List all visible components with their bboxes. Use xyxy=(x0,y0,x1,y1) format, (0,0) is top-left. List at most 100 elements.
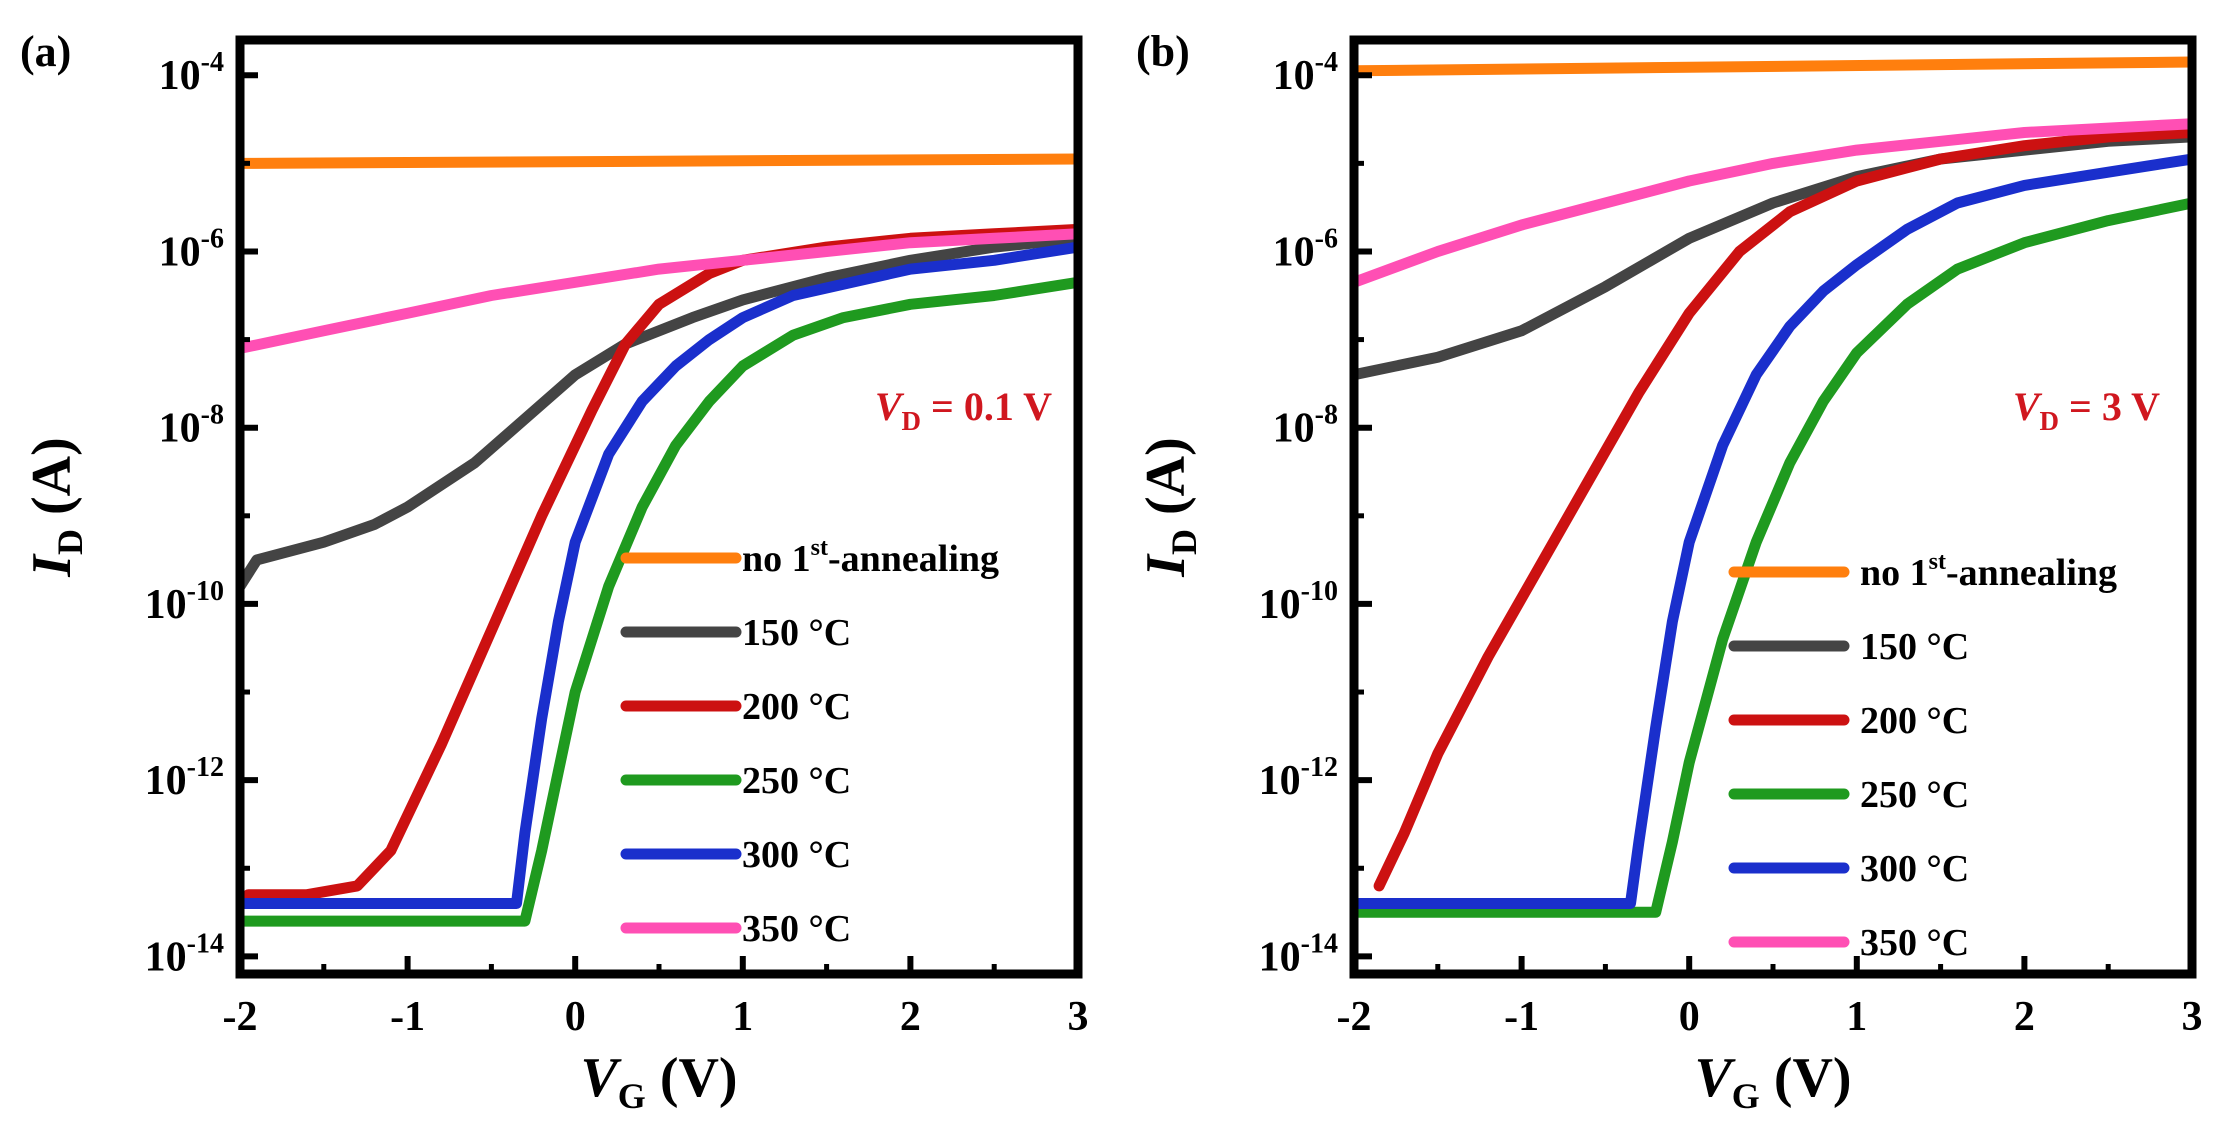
legend-sup: st xyxy=(1929,549,1946,575)
x-tick-label: -2 xyxy=(1337,994,1372,1040)
legend-label-5: 300 °C xyxy=(742,834,851,876)
y-tick-base: 10 xyxy=(1273,53,1315,99)
legend-label-3: 200 °C xyxy=(742,686,851,728)
y-tick-exponent: -14 xyxy=(1301,928,1338,959)
y-tick-exponent: -6 xyxy=(1315,223,1338,254)
annotation-var: V xyxy=(2013,384,2043,429)
legend-label-6: 350 °C xyxy=(742,908,851,950)
y-tick-exponent: -8 xyxy=(1315,400,1338,431)
y-axis-title: ID (A) xyxy=(21,437,90,578)
y-tick-label: 10-14 xyxy=(1259,928,1338,980)
legend-suffix: -annealing xyxy=(828,538,999,580)
x-tick-label: 1 xyxy=(1846,994,1867,1040)
y-tick-label: 10-10 xyxy=(145,576,224,628)
series-line-6 xyxy=(1354,118,2192,288)
legend-name: 350 °C xyxy=(742,908,851,950)
y-tick-label: 10-6 xyxy=(159,223,224,275)
legend-name: 300 °C xyxy=(1860,848,1969,890)
y-tick-base: 10 xyxy=(1259,758,1301,804)
legend-name: 350 °C xyxy=(1860,922,1969,964)
y-axis-sub: D xyxy=(50,529,90,555)
legend-name: 150 °C xyxy=(742,612,851,654)
legend: no 1st-annealing 150 °C 200 °C 250 °C 300 °C… xyxy=(1728,549,2117,964)
series-line-5 xyxy=(240,241,1078,909)
plot-frame xyxy=(235,35,1083,979)
legend-suffix: -annealing xyxy=(1946,552,2117,594)
annotation-vd: VD = 3 V xyxy=(2013,384,2160,436)
y-tick-base: 10 xyxy=(145,582,187,628)
y-tick-exponent: -14 xyxy=(187,928,224,959)
y-tick-base: 10 xyxy=(1259,582,1301,628)
series-line-4 xyxy=(1354,197,2192,918)
x-axis-unit: (V) xyxy=(646,1047,738,1109)
y-tick-base: 10 xyxy=(145,934,187,980)
legend-label-1: no 1st-annealing xyxy=(742,535,999,580)
legend-label-4: 250 °C xyxy=(742,760,851,802)
legend-label-2: 150 °C xyxy=(1860,626,1969,668)
y-tick-exponent: -8 xyxy=(201,400,224,431)
y-tick-base: 10 xyxy=(1273,406,1315,452)
legend-name: 250 °C xyxy=(742,760,851,802)
y-tick-label: 10-6 xyxy=(1273,223,1338,275)
panel-label: (a) xyxy=(20,27,71,76)
x-axis-sub: G xyxy=(1732,1076,1760,1116)
annotation-value: = 3 V xyxy=(2059,384,2160,429)
legend-name: 200 °C xyxy=(742,686,851,728)
x-tick-label: 3 xyxy=(1068,994,1089,1040)
legend-label-4: 250 °C xyxy=(1860,774,1969,816)
x-tick-label: -1 xyxy=(1504,994,1539,1040)
y-axis-sub: D xyxy=(1164,529,1204,555)
x-axis-var: V xyxy=(580,1047,622,1109)
x-tick-label: -2 xyxy=(223,994,258,1040)
legend-label-3: 200 °C xyxy=(1860,700,1969,742)
y-tick-label: 10-8 xyxy=(159,400,224,452)
y-tick-exponent: -4 xyxy=(1315,47,1338,78)
y-tick-base: 10 xyxy=(145,758,187,804)
y-tick-base: 10 xyxy=(159,406,201,452)
x-tick-label: 2 xyxy=(900,994,921,1040)
annotation-sub: D xyxy=(902,406,922,436)
y-tick-label: 10-14 xyxy=(145,928,224,980)
legend-name: 250 °C xyxy=(1860,774,1969,816)
y-tick-exponent: -10 xyxy=(1301,576,1338,607)
y-tick-label: 10-12 xyxy=(1259,752,1338,804)
annotation-sub: D xyxy=(2040,406,2060,436)
y-axis-var: I xyxy=(1135,553,1197,578)
series-group xyxy=(1354,56,2192,918)
legend-label-2: 150 °C xyxy=(742,612,851,654)
y-tick-label: 10-12 xyxy=(145,752,224,804)
legend-name: no 1 xyxy=(742,538,811,580)
y-tick-label: 10-8 xyxy=(1273,400,1338,452)
legend-sup: st xyxy=(811,535,828,561)
y-tick-label: 10-4 xyxy=(1273,47,1338,99)
y-tick-base: 10 xyxy=(159,229,201,275)
y-tick-base: 10 xyxy=(159,53,201,99)
y-axis-unit: (A) xyxy=(1135,437,1197,529)
panel-label: (b) xyxy=(1136,27,1190,76)
x-axis-title: VG (V) xyxy=(1694,1047,1851,1116)
series-line-1 xyxy=(1354,56,2192,77)
y-tick-base: 10 xyxy=(1259,934,1301,980)
y-tick-exponent: -4 xyxy=(201,47,224,78)
legend-name: 300 °C xyxy=(742,834,851,876)
y-tick-label: 10-10 xyxy=(1259,576,1338,628)
series-line-2 xyxy=(1354,131,2192,381)
legend-label-6: 350 °C xyxy=(1860,922,1969,964)
annotation-var: V xyxy=(875,384,905,429)
legend-label-5: 300 °C xyxy=(1860,848,1969,890)
series-line-5 xyxy=(1354,153,2192,909)
series-line-1 xyxy=(240,153,1078,169)
legend-label-1: no 1st-annealing xyxy=(1860,549,2117,594)
series-line-4 xyxy=(240,276,1078,927)
y-axis-var: I xyxy=(21,553,83,578)
x-tick-label: 3 xyxy=(2182,994,2203,1040)
x-tick-label: 0 xyxy=(565,994,586,1040)
x-tick-label: 2 xyxy=(2014,994,2035,1040)
legend-name: 200 °C xyxy=(1860,700,1969,742)
series-line-3 xyxy=(1373,127,2192,892)
legend: no 1st-annealing 150 °C 200 °C 250 °C 300 °C… xyxy=(620,535,999,950)
annotation-value: = 0.1 V xyxy=(921,384,1052,429)
y-axis-unit: (A) xyxy=(21,437,83,529)
